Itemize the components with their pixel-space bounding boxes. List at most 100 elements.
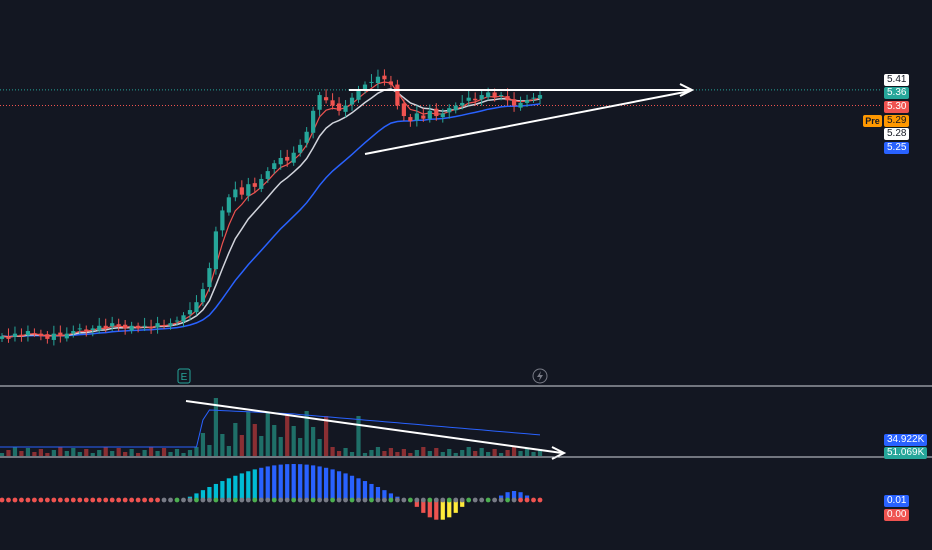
candle xyxy=(336,97,342,116)
candle-body xyxy=(272,163,277,169)
candle-body xyxy=(97,325,102,331)
volume-bar xyxy=(142,450,147,456)
volume-bar xyxy=(161,448,167,456)
candle xyxy=(84,325,89,337)
volume-bar xyxy=(136,453,141,456)
candle-body xyxy=(103,325,108,329)
volume-bar xyxy=(6,450,11,456)
squeeze-dot xyxy=(466,497,472,503)
squeeze-dot xyxy=(472,497,478,503)
volume-bar xyxy=(421,447,426,456)
oscillator-bar xyxy=(427,500,432,518)
oscillator-bar xyxy=(226,478,231,500)
squeeze-dot xyxy=(310,497,316,503)
candle xyxy=(181,312,186,328)
ema-slow-line xyxy=(1,103,541,338)
oscillator-bar xyxy=(382,490,387,500)
candle xyxy=(531,92,536,103)
volume-bar xyxy=(239,435,244,456)
candle-body xyxy=(486,92,491,98)
candle-body xyxy=(401,103,406,117)
candle-body xyxy=(84,329,89,332)
volume-bar xyxy=(155,451,160,456)
squeeze-dot xyxy=(90,497,96,503)
candle-body xyxy=(291,152,296,163)
oscillator-label-1: 0.01 xyxy=(884,495,910,507)
oscillator-bar xyxy=(233,475,238,500)
candle xyxy=(382,69,387,86)
candle-body xyxy=(427,110,432,119)
volume-bar xyxy=(97,450,102,456)
squeeze-dot xyxy=(278,497,284,503)
volume-bar xyxy=(382,451,387,456)
candle xyxy=(51,325,56,346)
oscillator-bar xyxy=(330,469,335,500)
candle-body xyxy=(148,326,154,329)
candle-body xyxy=(194,302,199,313)
volume-bar xyxy=(252,424,257,456)
squeeze-dot xyxy=(394,497,400,503)
volume-bar xyxy=(427,451,432,456)
candle xyxy=(97,317,102,334)
squeeze-dot xyxy=(174,497,180,503)
candle xyxy=(233,181,238,202)
candle xyxy=(427,104,432,123)
lightning-icon[interactable] xyxy=(532,368,548,384)
volume-bar xyxy=(304,411,309,456)
oscillator-bar xyxy=(447,500,452,518)
candle-body xyxy=(511,99,517,106)
squeeze-dot xyxy=(252,497,258,503)
oscillator-bar xyxy=(414,500,419,507)
squeeze-dot xyxy=(330,497,335,503)
squeeze-dot xyxy=(187,497,193,503)
candle xyxy=(479,89,484,106)
candle-body xyxy=(187,310,193,315)
candle-body xyxy=(116,324,121,326)
candle xyxy=(213,226,219,275)
squeeze-dot xyxy=(531,497,536,503)
candle xyxy=(460,95,465,110)
squeeze-dot xyxy=(135,497,141,503)
oscillator-bar xyxy=(213,483,219,500)
oscillator-bar xyxy=(369,483,374,500)
squeeze-dot xyxy=(401,497,407,503)
candle-body xyxy=(38,333,43,337)
squeeze-dot xyxy=(83,497,89,503)
candle xyxy=(375,69,381,89)
candle-body xyxy=(259,178,264,189)
candle-body xyxy=(161,325,167,327)
candle-body xyxy=(298,144,303,153)
candle-body xyxy=(356,89,361,100)
earnings-marker[interactable]: E xyxy=(177,368,191,384)
candle-body xyxy=(64,333,69,339)
volume-bar xyxy=(51,450,56,456)
squeeze-dot xyxy=(51,497,57,503)
candle-body xyxy=(181,315,186,322)
candle-body xyxy=(233,189,238,198)
candle xyxy=(129,321,134,334)
candle xyxy=(226,194,231,216)
candle xyxy=(356,85,361,103)
volume-bar xyxy=(511,447,517,456)
candle-body xyxy=(168,323,173,326)
candle xyxy=(511,92,517,112)
squeeze-dot xyxy=(453,497,459,503)
oscillator-bar xyxy=(440,500,445,520)
volume-bar xyxy=(343,448,348,456)
oscillator-bar xyxy=(259,467,264,500)
squeeze-dot xyxy=(219,497,225,503)
candle xyxy=(148,319,154,334)
squeeze-dot xyxy=(485,497,491,503)
squeeze-dot xyxy=(207,497,212,503)
candle xyxy=(25,325,31,342)
volume-bar xyxy=(148,447,154,456)
candle-body xyxy=(453,105,458,111)
candle xyxy=(110,316,115,332)
squeeze-dot xyxy=(129,497,135,503)
squeeze-dot xyxy=(388,497,394,503)
squeeze-dot xyxy=(6,497,11,503)
candle-body xyxy=(123,324,128,329)
candle xyxy=(259,174,264,193)
volume-bar xyxy=(84,449,89,456)
